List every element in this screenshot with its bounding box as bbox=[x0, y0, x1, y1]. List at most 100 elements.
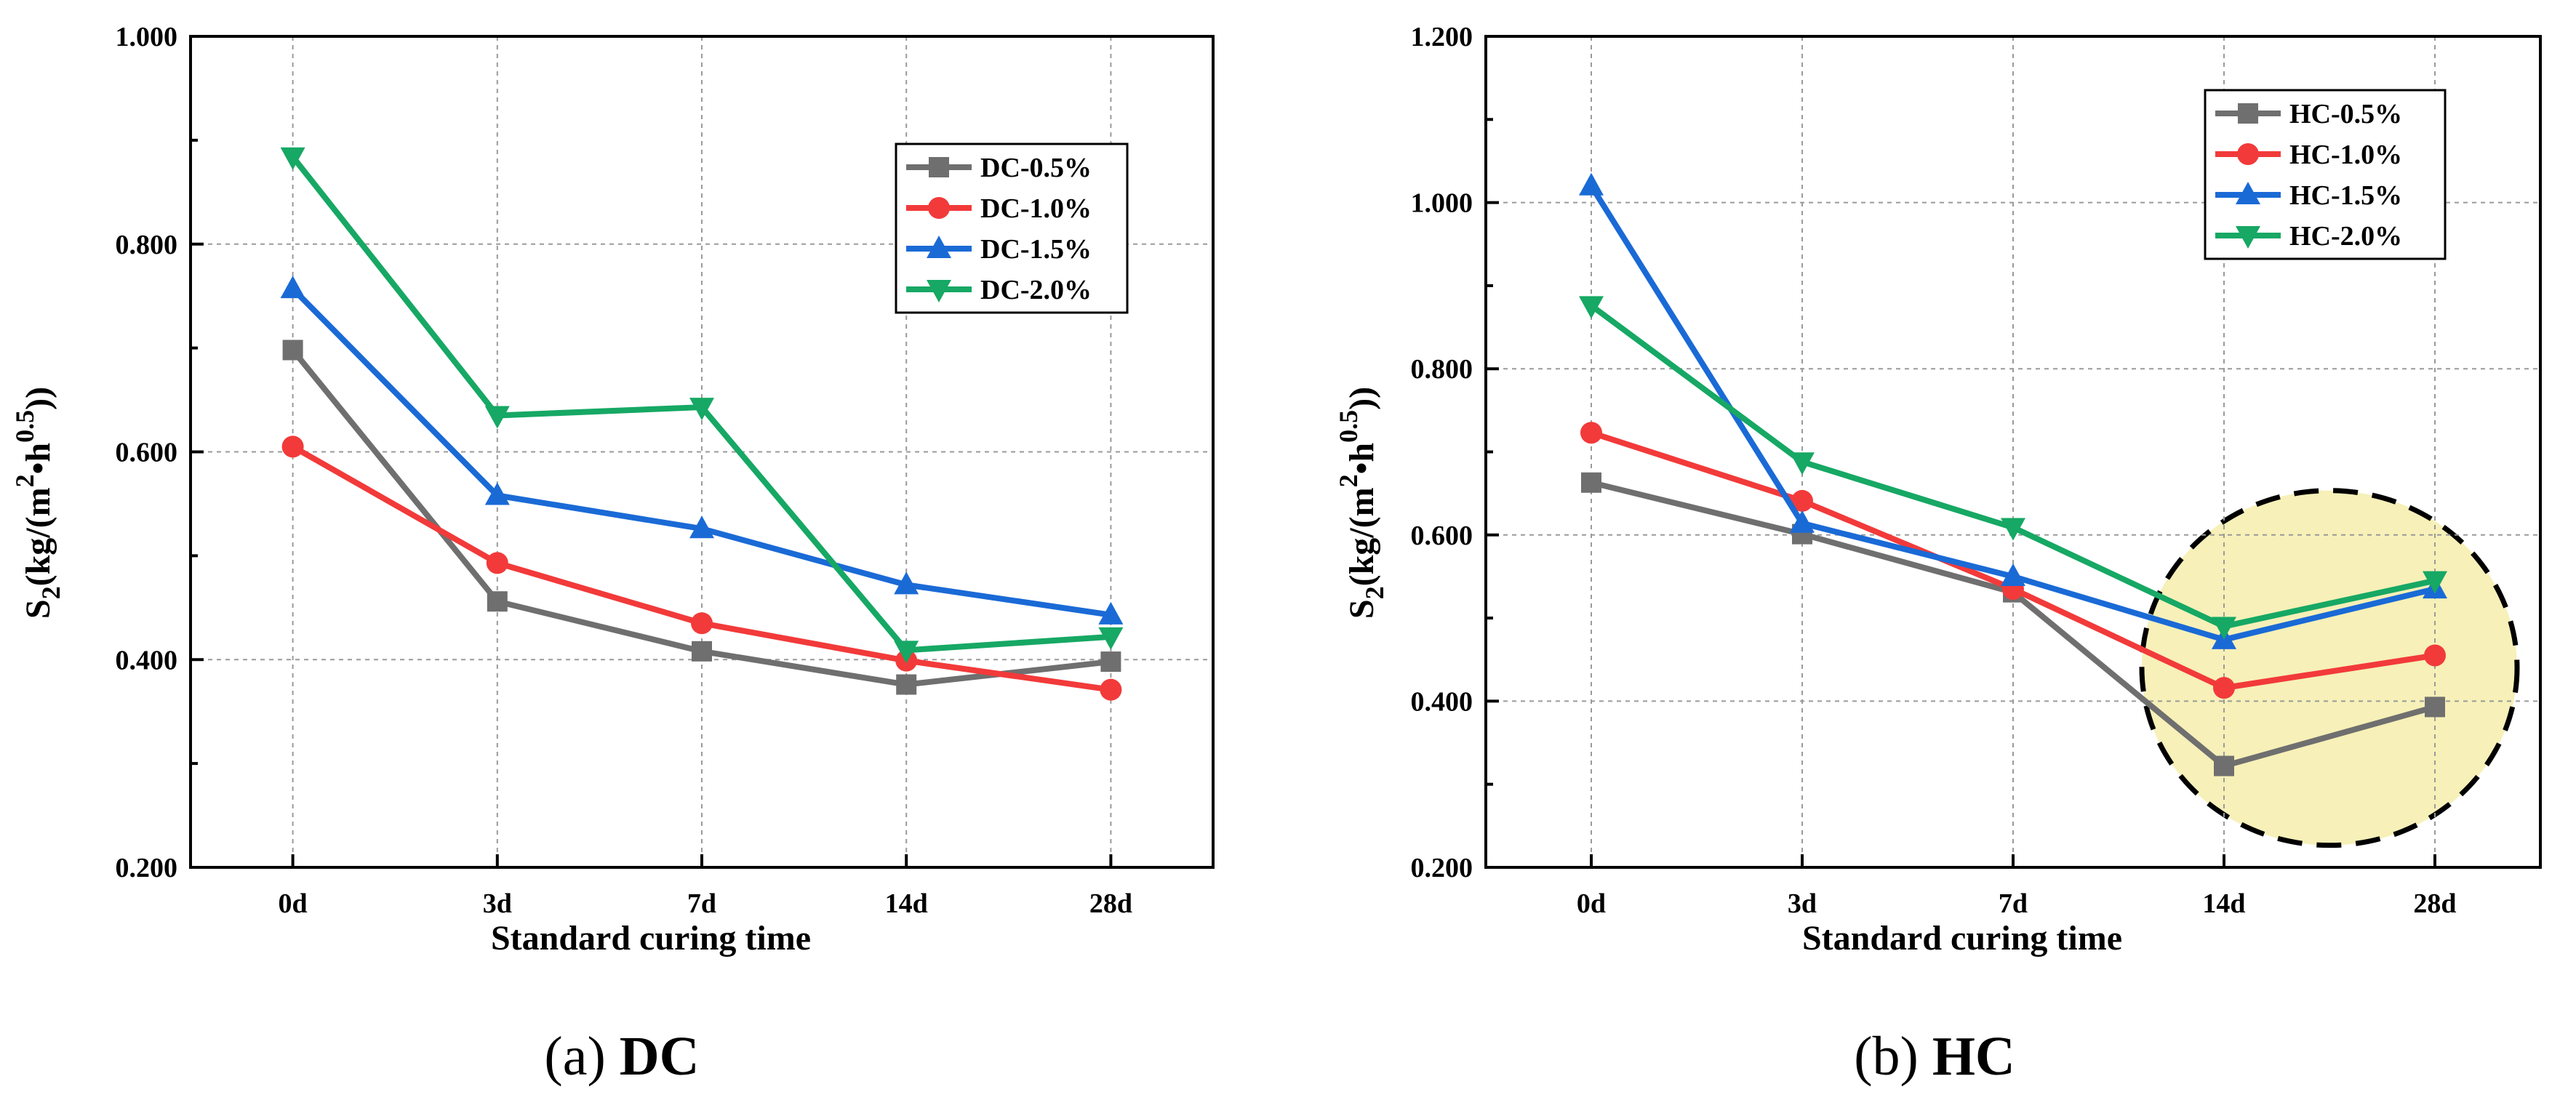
legend-label: HC-2.0% bbox=[2289, 221, 2402, 252]
y-axis-title-part1: (kg/(m bbox=[19, 487, 57, 586]
legend-label: HC-1.0% bbox=[2289, 140, 2402, 170]
legend-label: HC-0.5% bbox=[2289, 99, 2402, 129]
data-point bbox=[689, 398, 714, 421]
series-DC-2.0% bbox=[280, 147, 1124, 664]
legend-label: DC-2.0% bbox=[980, 275, 1092, 305]
x-tick-label: 7d bbox=[687, 888, 716, 919]
panel-b: 0.200 0.400 0.600 0.800 1.000 1.200 0d 3d 7d 14d 2… bbox=[1334, 22, 2542, 1087]
legend-marker bbox=[2238, 103, 2258, 124]
legend-label: DC-1.5% bbox=[980, 234, 1092, 265]
data-point bbox=[487, 591, 508, 612]
x-tick-label: 0d bbox=[279, 888, 308, 919]
data-point bbox=[282, 340, 303, 361]
data-point bbox=[2424, 644, 2446, 667]
y-axis-title-part1: (kg/(m bbox=[1343, 487, 1381, 586]
y-tick-label: 1.000 bbox=[1411, 188, 1473, 219]
data-point bbox=[1581, 472, 1601, 493]
y-tick-label: 0.200 bbox=[1411, 853, 1473, 883]
data-point bbox=[692, 641, 712, 662]
y-axis-title-part2: )) bbox=[1343, 387, 1381, 410]
caption-space bbox=[606, 1026, 620, 1087]
legend-marker bbox=[2236, 182, 2260, 204]
series-HC-2.0% bbox=[1579, 296, 2447, 640]
y-axis-title-sup1: 2 bbox=[10, 474, 39, 487]
x-tick-label: 14d bbox=[885, 888, 928, 919]
x-tick-label: 14d bbox=[2202, 888, 2245, 919]
x-tick-label: 0d bbox=[1577, 888, 1606, 919]
y-tick-label: 0.200 bbox=[116, 853, 178, 883]
panel-caption: (b) HC bbox=[1854, 1026, 2015, 1087]
x-tick-label: 3d bbox=[483, 888, 512, 919]
data-point bbox=[2423, 571, 2447, 594]
data-point bbox=[1791, 489, 1813, 512]
y-tick-label: 0.800 bbox=[116, 230, 178, 260]
data-point bbox=[1100, 678, 1122, 701]
x-tick-label: 7d bbox=[1999, 888, 2028, 919]
y-axis-title-base: S bbox=[19, 599, 57, 619]
y-axis-title: S2(kg/(m2•h0.5)) bbox=[1334, 387, 1389, 619]
x-tick-label: 28d bbox=[2413, 888, 2456, 919]
y-axis-title: S2(kg/(m2•h0.5)) bbox=[10, 387, 65, 619]
data-point bbox=[2001, 563, 2025, 586]
legend-label: DC-1.0% bbox=[980, 193, 1092, 224]
y-axis-title-sup2: 0.5 bbox=[1334, 410, 1363, 443]
legend-marker bbox=[927, 236, 951, 258]
data-point bbox=[2214, 755, 2234, 776]
y-tick-label: 0.600 bbox=[116, 438, 178, 468]
data-point bbox=[894, 571, 919, 595]
x-axis-title: Standard curing time bbox=[491, 919, 811, 958]
panel-caption: (a) DC bbox=[544, 1026, 699, 1087]
y-axis-title-base: S bbox=[1343, 599, 1381, 619]
y-axis-title-sub: 2 bbox=[1360, 586, 1389, 599]
legend-label: DC-0.5% bbox=[980, 153, 1092, 183]
legend-marker bbox=[929, 157, 949, 177]
y-axis-title-sub: 2 bbox=[36, 586, 65, 599]
data-point bbox=[2425, 697, 2445, 718]
caption-space bbox=[1919, 1026, 1932, 1087]
series-DC-1.5% bbox=[280, 276, 1124, 625]
y-axis-title-sup2: 0.5 bbox=[10, 410, 39, 443]
data-point bbox=[280, 147, 305, 170]
panel-a: 0.200 0.400 0.600 0.800 1.000 0d 3d 7d 14d 28d Sta… bbox=[10, 22, 1215, 1087]
legend-marker bbox=[927, 280, 951, 302]
data-point bbox=[2001, 518, 2025, 541]
y-axis-title-sup1: 2 bbox=[1334, 474, 1363, 487]
grid bbox=[1486, 36, 2540, 867]
data-point bbox=[486, 552, 508, 574]
legend-marker bbox=[2237, 143, 2259, 165]
highlight-circle bbox=[2139, 488, 2520, 848]
y-tick-label: 1.000 bbox=[116, 22, 178, 52]
data-point bbox=[1579, 172, 1604, 196]
caption-label: HC bbox=[1932, 1026, 2015, 1087]
y-tick-label: 0.800 bbox=[1411, 354, 1473, 385]
data-point bbox=[281, 435, 304, 458]
data-point bbox=[2213, 677, 2235, 699]
series-HC-1.0% bbox=[1580, 422, 2446, 699]
data-point bbox=[894, 641, 919, 664]
data-point bbox=[1580, 422, 1602, 444]
data-point bbox=[691, 612, 713, 635]
data-point bbox=[1790, 510, 1815, 533]
caption-prefix: (b) bbox=[1854, 1026, 1919, 1087]
data-point bbox=[689, 515, 714, 539]
x-tick-label: 3d bbox=[1788, 888, 1817, 919]
data-point bbox=[2212, 617, 2236, 640]
y-axis-title-dot: •h bbox=[19, 443, 57, 475]
legend: DC-0.5% DC-1.0% DC-1.5% DC-2.0% bbox=[895, 142, 1129, 314]
data-point bbox=[1098, 601, 1124, 625]
data-point bbox=[484, 482, 510, 505]
y-tick-label: 1.200 bbox=[1411, 22, 1473, 52]
data-point bbox=[1579, 296, 1604, 319]
caption-prefix: (a) bbox=[544, 1026, 605, 1087]
y-axis-title-part2: )) bbox=[19, 387, 57, 410]
data-point bbox=[1100, 651, 1121, 673]
y-tick-label: 0.400 bbox=[1411, 686, 1473, 717]
data-point bbox=[896, 674, 917, 695]
caption-label: DC bbox=[620, 1026, 700, 1087]
series-DC-0.5% bbox=[282, 340, 1121, 695]
legend: HC-0.5% HC-1.0% HC-1.5% HC-2.0% bbox=[2204, 89, 2447, 260]
grid bbox=[191, 36, 1213, 867]
x-tick-label: 28d bbox=[1089, 888, 1132, 919]
legend-marker bbox=[2236, 226, 2260, 249]
